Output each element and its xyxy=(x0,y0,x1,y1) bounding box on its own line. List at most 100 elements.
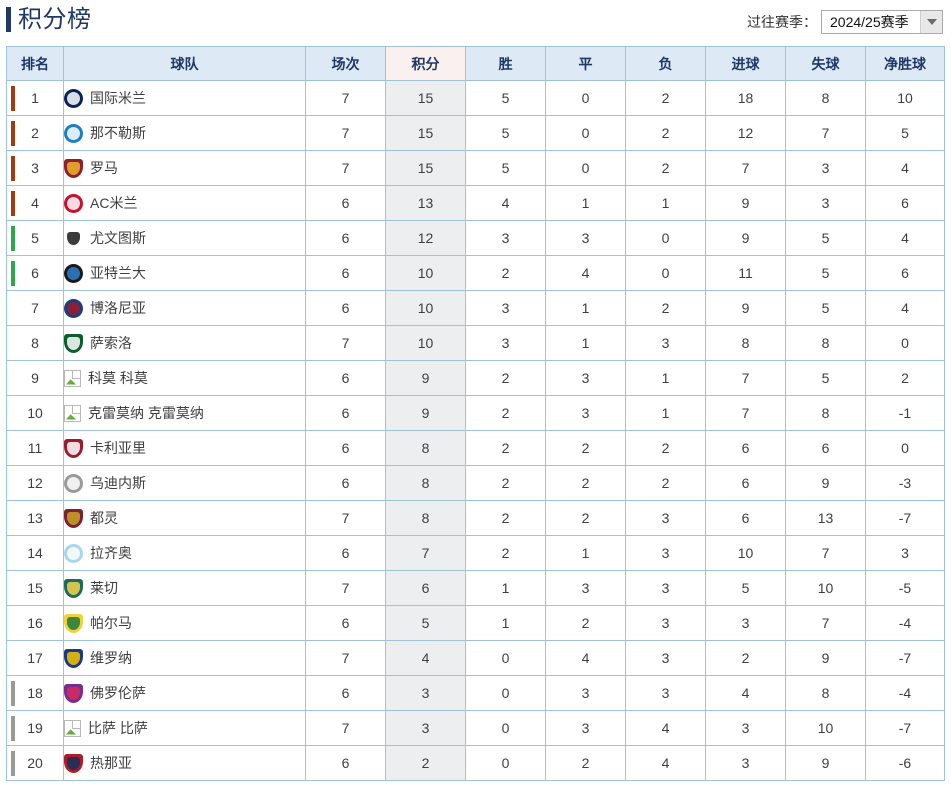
team-name[interactable]: 莱切 xyxy=(90,580,118,596)
cell-team[interactable]: 克雷莫纳 克雷莫纳 xyxy=(63,395,306,431)
cell-team[interactable]: 亚特兰大 xyxy=(63,255,306,291)
cell-draw: 0 xyxy=(545,115,626,151)
cell-goal-diff: -7 xyxy=(865,500,945,536)
table-row[interactable]: 15 莱切 7 6 1 3 3 5 10 -5 xyxy=(6,570,945,606)
column-header-win[interactable]: 胜 xyxy=(465,46,546,81)
team-name[interactable]: 比萨 比萨 xyxy=(88,720,148,736)
table-row[interactable]: 12 乌迪内斯 6 8 2 2 2 6 9 -3 xyxy=(6,465,945,501)
table-row[interactable]: 13 都灵 7 8 2 2 3 6 13 -7 xyxy=(6,500,945,536)
team-name[interactable]: 都灵 xyxy=(90,510,118,526)
cell-team[interactable]: 乌迪内斯 xyxy=(63,465,306,501)
team-name[interactable]: 亚特兰大 xyxy=(90,265,146,281)
column-header-gf[interactable]: 进球 xyxy=(705,46,786,81)
cell-team[interactable]: 热那亚 xyxy=(63,745,306,781)
column-header-team[interactable]: 球队 xyxy=(63,46,306,81)
cagliari-crest xyxy=(64,438,83,458)
cell-points: 7 xyxy=(385,535,466,571)
cell-team[interactable]: 萨索洛 xyxy=(63,325,306,361)
season-picker[interactable]: 过往赛季： 2024/25赛季 xyxy=(747,10,943,34)
cell-played: 7 xyxy=(305,325,386,361)
table-row[interactable]: 14 拉齐奥 6 7 2 1 3 10 7 3 xyxy=(6,535,945,571)
team-name[interactable]: 那不勒斯 xyxy=(90,125,146,141)
rank-value: 8 xyxy=(31,335,39,351)
table-row[interactable]: 19 比萨 比萨 7 3 0 3 4 3 10 -7 xyxy=(6,710,945,746)
team-name[interactable]: 克雷莫纳 克雷莫纳 xyxy=(88,405,204,421)
cell-points: 5 xyxy=(385,605,466,641)
cell-team[interactable]: 那不勒斯 xyxy=(63,115,306,151)
cell-team[interactable]: 博洛尼亚 xyxy=(63,290,306,326)
cell-team[interactable]: 佛罗伦萨 xyxy=(63,675,306,711)
table-row[interactable]: 18 佛罗伦萨 6 3 0 3 3 4 8 -4 xyxy=(6,675,945,711)
cell-goals-against: 8 xyxy=(785,395,866,431)
cell-team[interactable]: 莱切 xyxy=(63,570,306,606)
cell-played: 6 xyxy=(305,360,386,396)
table-row[interactable]: 16 帕尔马 6 5 1 2 3 3 7 -4 xyxy=(6,605,945,641)
cell-goal-diff: 0 xyxy=(865,325,945,361)
cell-team[interactable]: 国际米兰 xyxy=(63,80,306,116)
cell-team[interactable]: 维罗纳 xyxy=(63,640,306,676)
team-name[interactable]: 佛罗伦萨 xyxy=(90,685,146,701)
table-row[interactable]: 8 萨索洛 7 10 3 1 3 8 8 0 xyxy=(6,325,945,361)
table-row[interactable]: 9 科莫 科莫 6 9 2 3 1 7 5 2 xyxy=(6,360,945,396)
team-name[interactable]: 尤文图斯 xyxy=(90,230,146,246)
table-row[interactable]: 10 克雷莫纳 克雷莫纳 6 9 2 3 1 7 8 -1 xyxy=(6,395,945,431)
cell-team[interactable]: 比萨 比萨 xyxy=(63,710,306,746)
juventus-crest xyxy=(64,228,83,248)
cell-team[interactable]: 拉齐奥 xyxy=(63,535,306,571)
cell-team[interactable]: 尤文图斯 xyxy=(63,220,306,256)
table-row[interactable]: 4 AC米兰 6 13 4 1 1 9 3 6 xyxy=(6,185,945,221)
column-header-played[interactable]: 场次 xyxy=(305,46,386,81)
table-row[interactable]: 6 亚特兰大 6 10 2 4 0 11 5 6 xyxy=(6,255,945,291)
cell-goals-for: 10 xyxy=(705,535,786,571)
column-header-rank[interactable]: 排名 xyxy=(6,46,64,81)
chevron-down-icon[interactable] xyxy=(920,11,942,33)
standings-table: 排名 球队 场次 积分胜平负进球 失球 净胜球 1 国际米兰 7 15 5 0 2 18 8 10 2 那不勒斯… xyxy=(6,46,945,781)
column-header-loss[interactable]: 负 xyxy=(625,46,706,81)
team-name[interactable]: 乌迪内斯 xyxy=(90,475,146,491)
team-name[interactable]: 国际米兰 xyxy=(90,90,146,106)
cell-goals-for: 7 xyxy=(705,150,786,186)
cell-win: 3 xyxy=(465,290,546,326)
table-row[interactable]: 3 罗马 7 15 5 0 2 7 3 4 xyxy=(6,150,945,186)
season-select[interactable]: 2024/25赛季 xyxy=(821,10,943,34)
team-name[interactable]: 萨索洛 xyxy=(90,335,132,351)
cell-team[interactable]: 都灵 xyxy=(63,500,306,536)
team-name[interactable]: 维罗纳 xyxy=(90,650,132,666)
rank-value: 4 xyxy=(31,195,39,211)
column-header-draw[interactable]: 平 xyxy=(545,46,626,81)
team-name[interactable]: 热那亚 xyxy=(90,755,132,771)
cell-points: 9 xyxy=(385,360,466,396)
verona-crest xyxy=(64,648,83,668)
cell-team[interactable]: 帕尔马 xyxy=(63,605,306,641)
cell-win: 1 xyxy=(465,605,546,641)
column-header-gd[interactable]: 净胜球 xyxy=(865,46,945,81)
team-name[interactable]: 卡利亚里 xyxy=(90,440,146,456)
cell-team[interactable]: 卡利亚里 xyxy=(63,430,306,466)
team-name[interactable]: 博洛尼亚 xyxy=(90,300,146,316)
team-name[interactable]: 拉齐奥 xyxy=(90,545,132,561)
cell-rank: 11 xyxy=(6,430,64,466)
table-row[interactable]: 2 那不勒斯 7 15 5 0 2 12 7 5 xyxy=(6,115,945,151)
table-header: 排名 球队 场次 积分胜平负进球 失球 净胜球 xyxy=(6,46,945,81)
table-row[interactable]: 1 国际米兰 7 15 5 0 2 18 8 10 xyxy=(6,80,945,116)
cell-rank: 14 xyxy=(6,535,64,571)
cell-team[interactable]: 罗马 xyxy=(63,150,306,186)
team-name[interactable]: 帕尔马 xyxy=(90,615,132,631)
season-selected-value: 2024/25赛季 xyxy=(830,14,909,30)
table-row[interactable]: 17 维罗纳 7 4 0 4 3 2 9 -7 xyxy=(6,640,945,676)
rank-value: 12 xyxy=(27,475,43,491)
table-row[interactable]: 5 尤文图斯 6 12 3 3 0 9 5 4 xyxy=(6,220,945,256)
team-name[interactable]: AC米兰 xyxy=(90,195,138,211)
team-name[interactable]: 科莫 科莫 xyxy=(88,370,148,386)
cell-goals-against: 5 xyxy=(785,360,866,396)
team-name[interactable]: 罗马 xyxy=(90,160,118,176)
cell-team[interactable]: 科莫 科莫 xyxy=(63,360,306,396)
table-row[interactable]: 11 卡利亚里 6 8 2 2 2 6 6 0 xyxy=(6,430,945,466)
table-row[interactable]: 7 博洛尼亚 6 10 3 1 2 9 5 4 xyxy=(6,290,945,326)
column-header-points[interactable]: 积分 xyxy=(385,46,466,81)
cell-win: 4 xyxy=(465,185,546,221)
cell-team[interactable]: AC米兰 xyxy=(63,185,306,221)
column-header-ga[interactable]: 失球 xyxy=(785,46,866,81)
table-row[interactable]: 20 热那亚 6 2 0 2 4 3 9 -6 xyxy=(6,745,945,781)
rank-indicator-bar xyxy=(11,261,15,286)
